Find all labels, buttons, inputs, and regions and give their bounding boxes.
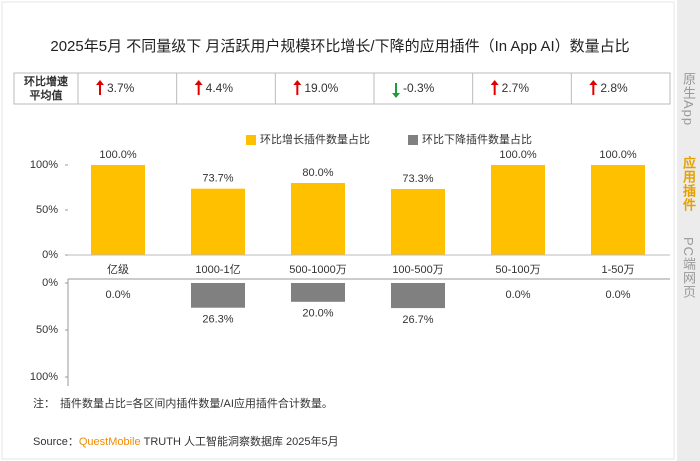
tab[interactable]: 原生App <box>681 71 696 127</box>
note-label: 注： <box>33 396 55 410</box>
value-label: 100.0% <box>499 149 537 161</box>
chart-title: 2025年5月 不同量级下 月活跃用户规模环比增长/下降的应用插件（In App… <box>50 37 629 55</box>
growth-table <box>13 72 671 105</box>
growth-label: 平均值 <box>30 88 63 102</box>
x-tick-label: 50-100万 <box>495 264 540 276</box>
bar <box>91 165 145 255</box>
value-label: 0.0% <box>105 289 130 301</box>
chart: 2025年5月 不同量级下 月活跃用户规模环比增长/下降的应用插件（In App… <box>1 1 675 460</box>
bar <box>391 283 445 309</box>
value-label: 20.0% <box>302 308 333 320</box>
x-tick-label: 亿级 <box>107 263 129 276</box>
value-label: 100.0% <box>599 149 637 161</box>
value-label: 100.0% <box>99 149 137 161</box>
trend-arrow <box>589 80 598 95</box>
value-label: 26.7% <box>402 314 433 326</box>
x-tick-label: 1000-1亿 <box>195 263 240 276</box>
source-label: Source： <box>33 436 79 448</box>
growth-value: 2.8% <box>600 81 628 95</box>
x-tick-label: 100-500万 <box>392 264 443 276</box>
source-brand: QuestMobile <box>79 436 141 448</box>
value-label: 0.0% <box>605 289 630 301</box>
bar <box>491 165 545 255</box>
value-label: 26.3% <box>202 314 233 326</box>
y-tick-label: 0% <box>42 249 58 261</box>
trend-arrow <box>392 83 400 98</box>
trend-arrow <box>96 80 104 95</box>
growth-value: 4.4% <box>206 81 234 95</box>
x-tick-label: 500-1000万 <box>289 264 347 276</box>
bar <box>191 283 245 308</box>
y-tick-label: 100% <box>30 371 58 383</box>
note-text: 插件数量占比=各区间内插件数量/AI应用插件合计数量。 <box>60 396 333 410</box>
value-label: 0.0% <box>505 289 530 301</box>
bar <box>191 188 245 255</box>
value-label: 73.7% <box>202 173 233 185</box>
y-tick-label: 50% <box>36 324 58 336</box>
x-tick-label: 1-50万 <box>601 264 634 276</box>
y-tick-label: 0% <box>42 277 58 289</box>
legend-label: 环比增长插件数量占比 <box>260 132 370 146</box>
bar <box>591 165 645 255</box>
bar <box>391 189 445 255</box>
y-tick-label: 100% <box>30 159 58 171</box>
side-strip <box>677 0 700 461</box>
value-label: 80.0% <box>302 167 333 179</box>
trend-arrow <box>490 80 499 95</box>
legend-swatch <box>246 135 256 145</box>
growth-label: 环比增速 <box>24 74 68 88</box>
growth-value: 3.7% <box>107 81 135 95</box>
growth-value: 19.0% <box>304 81 338 95</box>
frame <box>1 1 675 460</box>
legend-swatch <box>408 135 418 145</box>
legend-label: 环比下降插件数量占比 <box>422 132 532 146</box>
trend-arrow <box>194 80 203 95</box>
value-label: 73.3% <box>402 173 433 185</box>
tab[interactable]: 应用插件 <box>681 156 696 212</box>
bar <box>291 283 345 302</box>
trend-arrow <box>293 80 302 95</box>
tab[interactable]: PC端网页 <box>681 236 696 300</box>
source-text: TRUTH 人工智能洞察数据库 2025年5月 <box>144 434 339 448</box>
source: Source：QuestMobile TRUTH 人工智能洞察数据库 2025年5… <box>33 434 339 448</box>
growth-value: -0.3% <box>403 81 435 95</box>
growth-value: 2.7% <box>502 81 530 95</box>
y-tick-label: 50% <box>36 204 58 216</box>
bar <box>291 183 345 255</box>
